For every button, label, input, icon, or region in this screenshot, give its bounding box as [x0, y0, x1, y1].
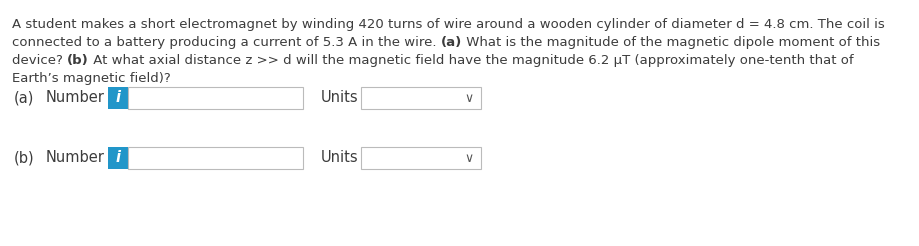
- Bar: [108, 87, 128, 109]
- Text: What is the magnitude of the magnetic dipole moment of this: What is the magnitude of the magnetic di…: [461, 36, 879, 49]
- Text: ∨: ∨: [464, 92, 473, 106]
- Text: (b): (b): [67, 54, 89, 67]
- Text: Units: Units: [321, 151, 358, 166]
- Bar: [128, 87, 302, 109]
- Text: Earth’s magnetic field)?: Earth’s magnetic field)?: [12, 72, 171, 85]
- Bar: [108, 147, 128, 169]
- Text: At what axial distance z >> d will the magnetic field have the magnitude 6.2 μT : At what axial distance z >> d will the m…: [89, 54, 853, 67]
- Text: i: i: [116, 91, 120, 106]
- Text: i: i: [116, 151, 120, 166]
- Text: (a): (a): [440, 36, 461, 49]
- Text: connected to a battery producing a current of 5.3 A in the wire.: connected to a battery producing a curre…: [12, 36, 440, 49]
- Text: Number: Number: [46, 91, 105, 106]
- Text: Number: Number: [46, 151, 105, 166]
- Text: (b): (b): [67, 54, 89, 67]
- Text: (a): (a): [14, 91, 34, 106]
- Bar: [128, 147, 302, 169]
- Bar: [360, 87, 481, 109]
- Text: device?: device?: [12, 54, 67, 67]
- Bar: [360, 147, 481, 169]
- Text: Units: Units: [321, 91, 358, 106]
- Text: (b): (b): [14, 151, 35, 166]
- Text: (a): (a): [440, 36, 461, 49]
- Text: ∨: ∨: [464, 153, 473, 166]
- Text: A student makes a short electromagnet by winding 420 turns of wire around a wood: A student makes a short electromagnet by…: [12, 18, 884, 31]
